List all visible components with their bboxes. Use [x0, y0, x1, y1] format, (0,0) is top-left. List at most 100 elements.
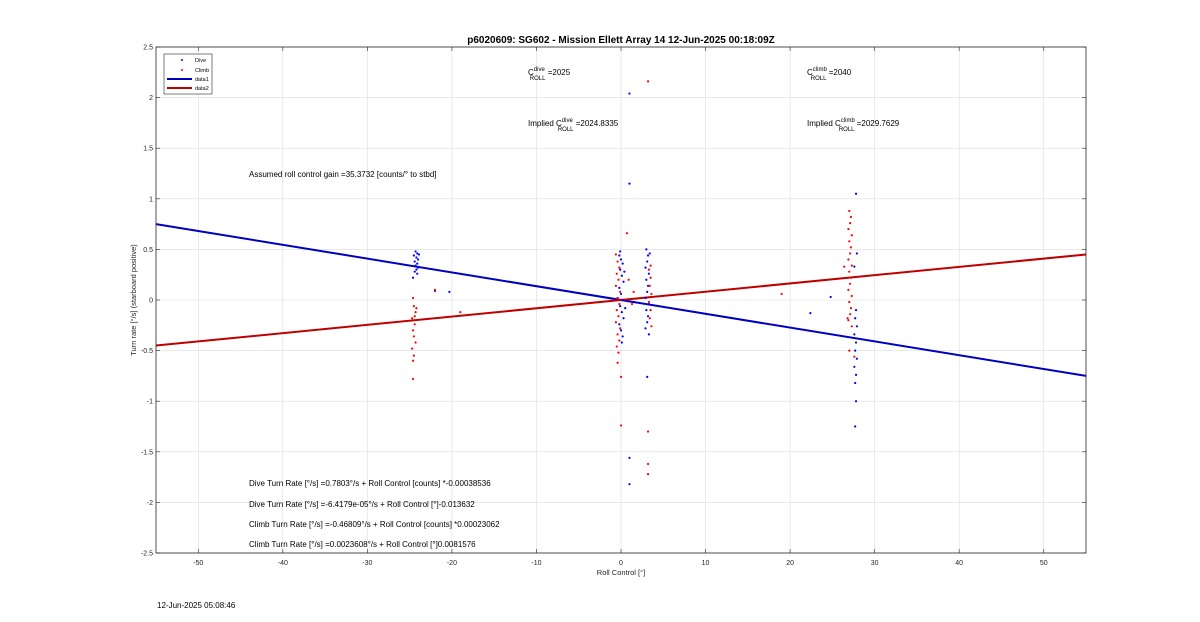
climb-point — [617, 315, 620, 318]
x-tick-label: -40 — [278, 560, 288, 567]
dive-point — [619, 292, 623, 296]
dive-point — [620, 341, 623, 344]
dive-point — [618, 254, 621, 257]
climb-point — [412, 304, 415, 308]
climb-point — [414, 311, 417, 314]
dive-point — [854, 425, 857, 428]
x-tick-label: 20 — [786, 560, 794, 567]
dive-point — [619, 268, 622, 271]
climb-point — [412, 335, 415, 338]
implied-dive-prefix: Implied C — [528, 119, 562, 128]
climb-point — [848, 300, 851, 304]
dive-point — [619, 258, 623, 261]
climb-point — [848, 240, 851, 243]
climb-point — [649, 309, 652, 312]
dive-point — [646, 315, 650, 318]
climb-point — [412, 354, 415, 357]
dive-point — [416, 262, 419, 265]
dive-point — [628, 483, 631, 486]
climb-point — [618, 266, 621, 269]
dive-point — [644, 266, 647, 269]
implied-climb-sup: climb — [841, 118, 856, 124]
dive-point — [622, 317, 625, 320]
climb-point — [843, 265, 846, 268]
dive-point — [645, 278, 648, 281]
climb-point — [849, 282, 852, 285]
dive-point — [645, 309, 648, 312]
climb-point — [618, 302, 621, 306]
climb-point — [415, 306, 418, 310]
climb-point — [850, 294, 853, 298]
climb-point — [850, 325, 853, 328]
x-tick-label: -50 — [193, 560, 203, 567]
climb-point — [647, 300, 651, 304]
climb-point — [646, 462, 650, 466]
dive-point — [855, 357, 858, 360]
dive-point — [646, 290, 649, 294]
plot-area: -50 -40 -30 -20 -10 0 10 20 30 40 50-2.5-2-1.5-1-0… — [141, 45, 1087, 567]
climb-point — [849, 221, 852, 225]
climb-point — [648, 317, 651, 320]
dive-point — [620, 274, 623, 277]
climb-point — [849, 215, 853, 219]
dive-point — [854, 317, 857, 320]
dive-point — [829, 295, 832, 299]
dive-point — [618, 323, 621, 326]
climb-point — [615, 272, 618, 275]
dive-point — [415, 268, 418, 271]
climb-point — [625, 232, 629, 235]
dive-point — [624, 306, 627, 310]
y-tick-label: 0.5 — [143, 247, 153, 254]
climb-point — [849, 246, 853, 249]
legend-dive-marker — [181, 59, 183, 61]
legend-climb-marker — [181, 69, 183, 71]
implied-dive-value: =2024.8335 — [574, 119, 619, 128]
climb-point — [411, 347, 414, 350]
dive-point — [854, 400, 858, 403]
axis-ticks: -50 -40 -30 -20 -10 0 10 20 30 40 50-2.5-2-1.5-1-0… — [141, 45, 1086, 567]
climb-point — [849, 252, 852, 255]
climb-point — [847, 319, 850, 322]
climb-point — [646, 80, 650, 83]
dive-point — [621, 335, 624, 338]
legend-dive-label: Dive — [195, 58, 206, 64]
legend-climb-label: Climb — [195, 68, 209, 74]
climb-point — [616, 333, 619, 336]
chart-title: p6020609: SG602 - Mission Ellett Array 1… — [467, 35, 775, 46]
climb-point — [646, 430, 650, 433]
climb-point — [619, 375, 623, 379]
x-tick-label: 30 — [871, 560, 879, 567]
climb-point — [847, 258, 850, 261]
climb-point — [413, 323, 416, 326]
c-roll-dive-sub: ROLL — [530, 76, 546, 82]
dive-point — [412, 254, 415, 257]
climb-point — [616, 361, 619, 364]
dive-point — [413, 270, 416, 273]
legend-data2-label: data2 — [195, 86, 209, 92]
climb-point — [650, 325, 653, 328]
y-tick-label: 1.5 — [143, 146, 153, 153]
y-tick-label: -0.5 — [141, 348, 153, 355]
fit-equation-dive-counts: Dive Turn Rate [°/s] =0.7803°/s + Roll C… — [249, 479, 491, 488]
y-tick-label: -1 — [147, 399, 153, 406]
dive-point — [648, 252, 651, 255]
dive-point — [855, 325, 858, 328]
climb-point — [648, 284, 651, 287]
climb-point — [848, 349, 851, 352]
c-roll-dive-sup: dive — [534, 67, 546, 73]
dive-point — [618, 286, 621, 289]
climb-point — [853, 355, 856, 358]
y-tick-label: -1.5 — [141, 449, 153, 456]
climb-point — [848, 209, 851, 213]
dive-point — [619, 250, 622, 253]
dive-point — [854, 309, 858, 312]
climb-point — [618, 339, 621, 342]
c-roll-dive-annotation: Cdive ROLL =2025 — [528, 67, 571, 82]
dive-point — [628, 92, 631, 95]
dive-point — [644, 296, 647, 300]
dive-point — [855, 252, 858, 255]
dive-point — [809, 312, 812, 315]
dive-point — [854, 341, 858, 344]
climb-point — [459, 311, 462, 314]
